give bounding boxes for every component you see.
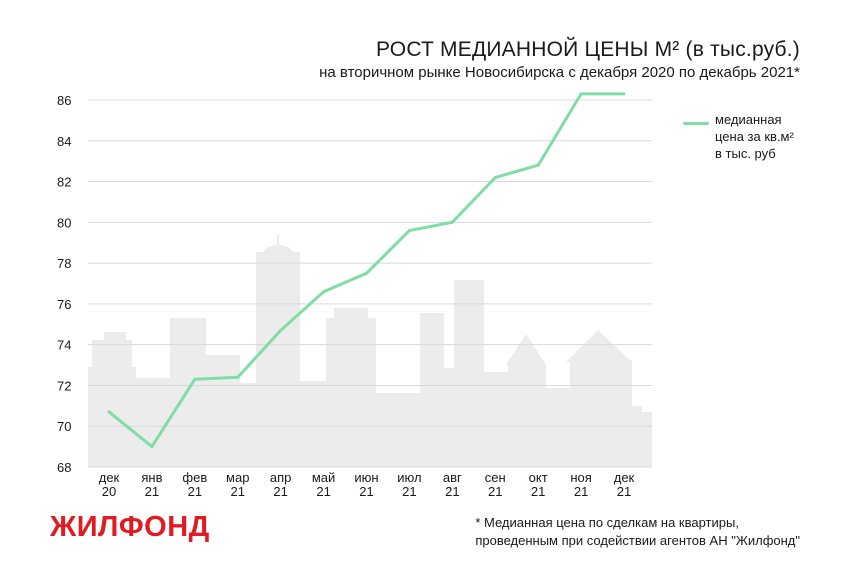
skyline-roof (566, 330, 632, 362)
skyline-roof (506, 334, 546, 365)
x-tick-month: сен (485, 470, 506, 485)
skyline-building (508, 365, 546, 467)
x-tick-month: янв (141, 470, 162, 485)
footnote: * Медианная цена по сделкам на квартиры,… (475, 514, 800, 550)
skyline-building (206, 355, 240, 467)
x-tick-month: фев (182, 470, 207, 485)
data-point (279, 328, 283, 332)
legend-swatch (683, 122, 709, 125)
x-tick-year: 21 (188, 484, 202, 499)
data-point (107, 410, 111, 414)
x-tick-month: мар (226, 470, 249, 485)
skyline-building (632, 406, 642, 467)
footnote-line-2: проведенным при содействии агентов АН "Ж… (475, 533, 800, 548)
data-point (407, 228, 411, 232)
legend: медианная цена за кв.м² в тыс. руб (683, 111, 813, 162)
x-tick-month: авг (443, 470, 462, 485)
x-tick-year: 21 (316, 484, 330, 499)
y-tick-label: 76 (57, 297, 71, 312)
x-tick-month: июн (354, 470, 378, 485)
x-tick-month: ноя (570, 470, 591, 485)
x-tick-month: дек (614, 470, 635, 485)
x-axis-ticks: дек20янв21фев21мар21апр21май21июн21июл21… (99, 470, 635, 499)
brand-logo: ЖИЛФОНД (50, 511, 210, 543)
x-tick-month: апр (270, 470, 292, 485)
skyline-building (570, 360, 632, 467)
x-tick-month: май (312, 470, 335, 485)
chart-subtitle: на вторичном рынке Новосибирска с декабр… (319, 64, 800, 81)
series-group (107, 92, 626, 449)
legend-line-1: медианная (715, 112, 782, 127)
x-tick-year: 21 (273, 484, 287, 499)
skyline-building (240, 383, 256, 467)
skyline-building (454, 280, 484, 467)
x-tick-year: 21 (445, 484, 459, 499)
skyline-building (484, 372, 508, 467)
x-tick-year: 20 (102, 484, 116, 499)
data-point (236, 375, 240, 379)
skyline-building (300, 381, 326, 467)
skyline-building (334, 308, 368, 467)
skyline-building (136, 378, 170, 467)
x-tick-year: 21 (488, 484, 502, 499)
x-tick-month: дек (99, 470, 120, 485)
skyline-building (104, 332, 126, 467)
y-tick-label: 68 (57, 460, 71, 475)
x-tick-year: 21 (617, 484, 631, 499)
data-point (536, 163, 540, 167)
x-tick-year: 21 (359, 484, 373, 499)
skyline-building (546, 388, 570, 467)
grid-lines (88, 99, 652, 468)
y-tick-label: 72 (57, 378, 71, 393)
x-tick-month: июл (397, 470, 421, 485)
data-point (493, 175, 497, 179)
skyline-background (88, 234, 652, 467)
x-tick-year: 21 (231, 484, 245, 499)
legend-label: медианная цена за кв.м² в тыс. руб (715, 111, 813, 162)
legend-line-2: цена за кв.м² (715, 129, 794, 144)
x-tick-year: 21 (531, 484, 545, 499)
x-tick-month: окт (529, 470, 548, 485)
skyline-spire (277, 234, 279, 248)
skyline-roof (256, 244, 300, 262)
x-tick-year: 21 (402, 484, 416, 499)
data-point (622, 92, 626, 96)
data-point (193, 377, 197, 381)
data-point (450, 220, 454, 224)
legend-line-3: в тыс. руб (715, 146, 776, 161)
data-point (150, 445, 154, 449)
x-tick-year: 21 (574, 484, 588, 499)
y-tick-label: 82 (57, 175, 71, 190)
skyline-building (376, 393, 420, 467)
x-tick-year: 21 (145, 484, 159, 499)
y-axis-ticks: 86 84 82 80 78 76 74 72 70 68 (57, 93, 71, 475)
y-tick-label: 70 (57, 419, 71, 434)
y-tick-label: 78 (57, 256, 71, 271)
y-tick-label: 74 (57, 338, 71, 353)
skyline-building (642, 412, 652, 467)
data-point (365, 271, 368, 275)
skyline-building (420, 313, 444, 467)
y-tick-label: 86 (57, 93, 71, 108)
data-point (579, 92, 583, 96)
data-point (322, 290, 326, 294)
skyline-building (444, 368, 454, 467)
y-tick-label: 80 (57, 215, 71, 230)
y-tick-label: 84 (57, 134, 71, 149)
skyline-building (256, 252, 300, 467)
chart-title: РОСТ МЕДИАННОЙ ЦЕНЫ М² (в тыс.руб.) (376, 38, 800, 61)
footnote-line-1: * Медианная цена по сделкам на квартиры, (475, 515, 739, 530)
